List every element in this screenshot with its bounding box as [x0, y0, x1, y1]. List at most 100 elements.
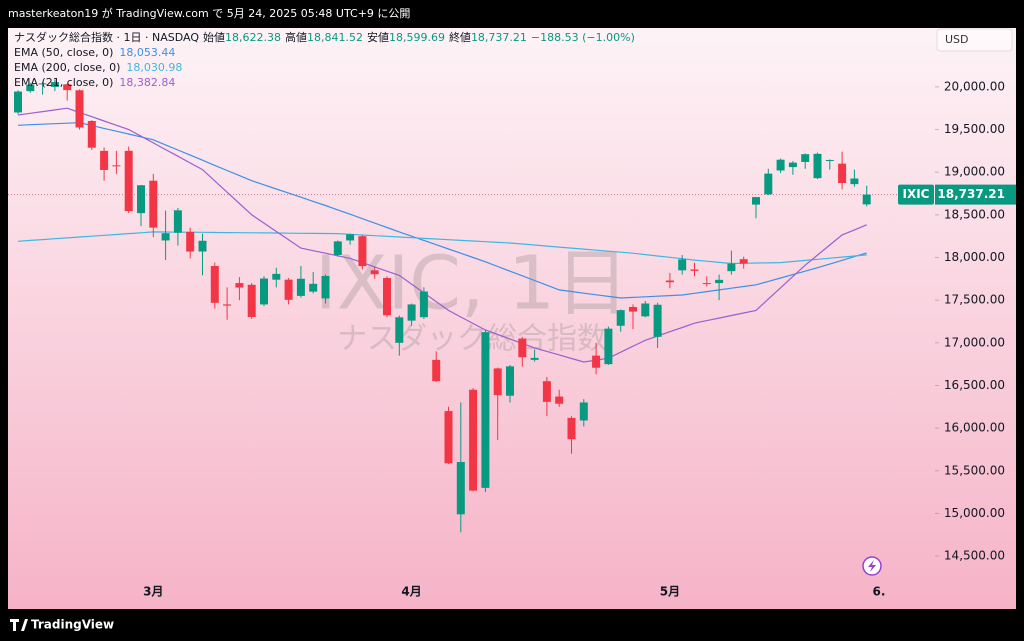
- candle-body: [161, 233, 170, 241]
- legend-name: EMA (50, close, 0): [14, 46, 113, 59]
- quote-value: 18,622.38: [225, 31, 281, 44]
- candle-body: [641, 303, 650, 317]
- quote-value: 18,737.21: [471, 31, 527, 44]
- candle-body: [173, 210, 182, 233]
- watermark: IXIC, 1日 ナスダック総合指数: [315, 241, 629, 357]
- candle-body: [63, 84, 72, 91]
- y-tick-label: 17,500.00: [944, 293, 1005, 307]
- candle-body: [284, 279, 293, 300]
- quote-label: 安値: [367, 30, 389, 44]
- candle-body: [260, 278, 268, 305]
- legend-name: EMA (21, close, 0): [14, 76, 113, 89]
- candle-body: [210, 266, 219, 303]
- candle-body: [506, 366, 514, 396]
- x-tick-label: 4月: [401, 585, 421, 599]
- candle-body: [776, 159, 785, 171]
- candle-body: [665, 280, 674, 283]
- candle-body: [358, 236, 367, 267]
- y-tick-label: 17,000.00: [944, 335, 1005, 349]
- quote-label: 終値: [449, 30, 471, 44]
- candle-body: [616, 310, 625, 326]
- change: −188.53 (−1.00%): [531, 31, 635, 44]
- candle-body: [419, 291, 428, 318]
- quote-label: 始値: [203, 30, 225, 44]
- candle-body: [764, 173, 773, 195]
- candle-body: [272, 273, 281, 280]
- candle-body: [825, 159, 834, 161]
- candle-body: [50, 82, 59, 87]
- candle-body: [444, 411, 453, 464]
- candle-body: [752, 197, 760, 205]
- candle-body: [38, 83, 47, 85]
- candle-body: [788, 162, 797, 168]
- candle-body: [555, 396, 564, 404]
- candle-body: [346, 234, 355, 241]
- candle-body: [235, 283, 244, 288]
- y-tick-label: 14,500.00: [944, 549, 1005, 563]
- candle-body: [592, 355, 601, 368]
- candle-body: [137, 185, 145, 214]
- candle-body: [813, 153, 822, 179]
- candle-body: [186, 231, 195, 252]
- quote-value: 18,841.52: [307, 31, 363, 44]
- candle-body: [407, 304, 416, 321]
- candle-body: [14, 91, 22, 113]
- candle-body: [309, 283, 318, 292]
- candle-body: [629, 306, 637, 312]
- quote-label: 高値: [285, 30, 307, 44]
- price-badge: [935, 184, 1016, 205]
- candle-body: [223, 304, 232, 306]
- currency-box[interactable]: [936, 28, 1013, 52]
- quote-value: 18,599.69: [389, 31, 445, 44]
- candle-body: [653, 304, 662, 337]
- candle-body: [112, 165, 121, 167]
- candle-body: [702, 283, 711, 285]
- candle-body: [604, 328, 613, 365]
- y-tick-label: 15,500.00: [944, 463, 1005, 477]
- chart-background: [8, 28, 1016, 609]
- x-tick-label: 3月: [143, 585, 163, 599]
- y-tick-label: 15,000.00: [944, 506, 1005, 520]
- legend-value: 18,382.84: [119, 76, 175, 89]
- y-tick-label: 18,000.00: [944, 250, 1005, 264]
- brand-name: TradingView: [31, 618, 114, 632]
- candle-body: [678, 259, 687, 271]
- watermark-subtitle: ナスダック総合指数: [337, 322, 607, 357]
- candle-body: [383, 277, 391, 316]
- ema-line: [17, 122, 867, 299]
- candle-body: [530, 357, 539, 360]
- candle-body: [690, 269, 699, 271]
- candle-body: [321, 275, 330, 299]
- candle-body: [542, 381, 551, 402]
- candle-body: [727, 263, 736, 272]
- legend-value: 18,030.98: [126, 61, 182, 74]
- symbol-badge: [898, 184, 934, 205]
- candle-body: [149, 180, 158, 228]
- candle-body: [75, 90, 84, 128]
- brand-logo: [10, 619, 28, 631]
- candle-body: [567, 417, 576, 440]
- y-tick-label: 16,000.00: [944, 421, 1005, 435]
- x-tick-label: 5月: [660, 585, 680, 599]
- lightning-glyph: [868, 560, 876, 572]
- candle-body: [838, 163, 847, 184]
- ema-line: [17, 231, 867, 265]
- y-tick-label: 19,500.00: [944, 122, 1005, 136]
- candle-body: [493, 368, 502, 396]
- candle-body: [198, 240, 207, 252]
- candle-body: [518, 338, 527, 358]
- candle-body: [862, 194, 871, 205]
- candle-body: [456, 462, 465, 515]
- candle-body: [395, 317, 404, 343]
- candle-body: [100, 150, 109, 170]
- candle-body: [801, 154, 810, 162]
- footer-bar: [0, 609, 1024, 641]
- candle-body: [87, 120, 96, 148]
- candle-body: [715, 279, 724, 284]
- candle-body: [850, 178, 859, 185]
- symbol: ナスダック総合指数 · 1日 · NASDAQ: [14, 30, 199, 44]
- candle-body: [579, 402, 588, 421]
- y-tick-label: 20,000.00: [944, 79, 1005, 93]
- ema-line: [17, 107, 867, 363]
